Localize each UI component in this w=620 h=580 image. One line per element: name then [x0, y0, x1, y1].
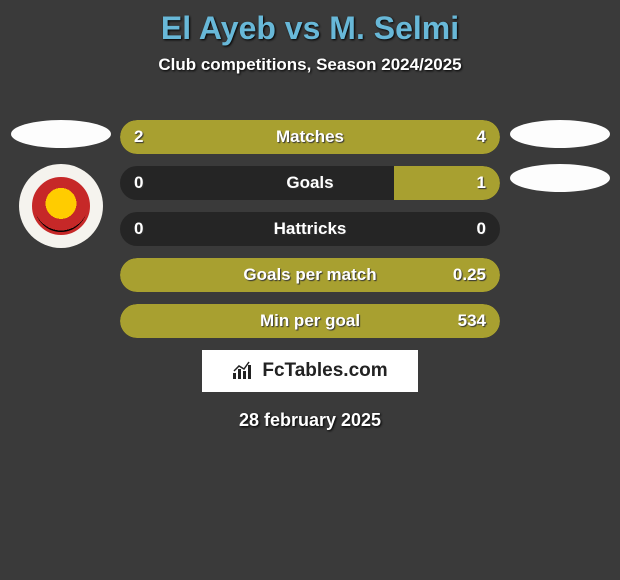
club-logo-left-inner: [32, 177, 90, 235]
stat-value-right: 1: [477, 166, 486, 200]
player1-name: El Ayeb: [161, 10, 276, 46]
chart-icon: [232, 361, 256, 381]
right-player-badges: [507, 120, 612, 208]
left-player-badges: [8, 120, 113, 248]
player2-name: M. Selmi: [329, 10, 459, 46]
stats-container: 2Matches40Goals10Hattricks0Goals per mat…: [120, 120, 500, 431]
country-flag-left: [11, 120, 111, 148]
stat-row: 2Matches4: [120, 120, 500, 154]
club-logo-left: [19, 164, 103, 248]
vs-text: vs: [285, 10, 321, 46]
brand-attribution: FcTables.com: [202, 350, 418, 392]
comparison-date: 28 february 2025: [120, 410, 500, 431]
stat-label: Min per goal: [120, 304, 500, 338]
stat-row: Min per goal534: [120, 304, 500, 338]
stat-row: Goals per match0.25: [120, 258, 500, 292]
club-logo-right: [510, 164, 610, 192]
stat-label: Goals per match: [120, 258, 500, 292]
country-flag-right: [510, 120, 610, 148]
season-subtitle: Club competitions, Season 2024/2025: [0, 55, 620, 75]
stat-label: Matches: [120, 120, 500, 154]
stat-value-right: 534: [458, 304, 486, 338]
stat-value-right: 0: [477, 212, 486, 246]
comparison-title: El Ayeb vs M. Selmi: [0, 0, 620, 47]
brand-text: FcTables.com: [262, 360, 387, 382]
stat-row: 0Goals1: [120, 166, 500, 200]
stat-label: Goals: [120, 166, 500, 200]
stat-value-right: 0.25: [453, 258, 486, 292]
stat-row: 0Hattricks0: [120, 212, 500, 246]
stat-value-right: 4: [477, 120, 486, 154]
stat-label: Hattricks: [120, 212, 500, 246]
